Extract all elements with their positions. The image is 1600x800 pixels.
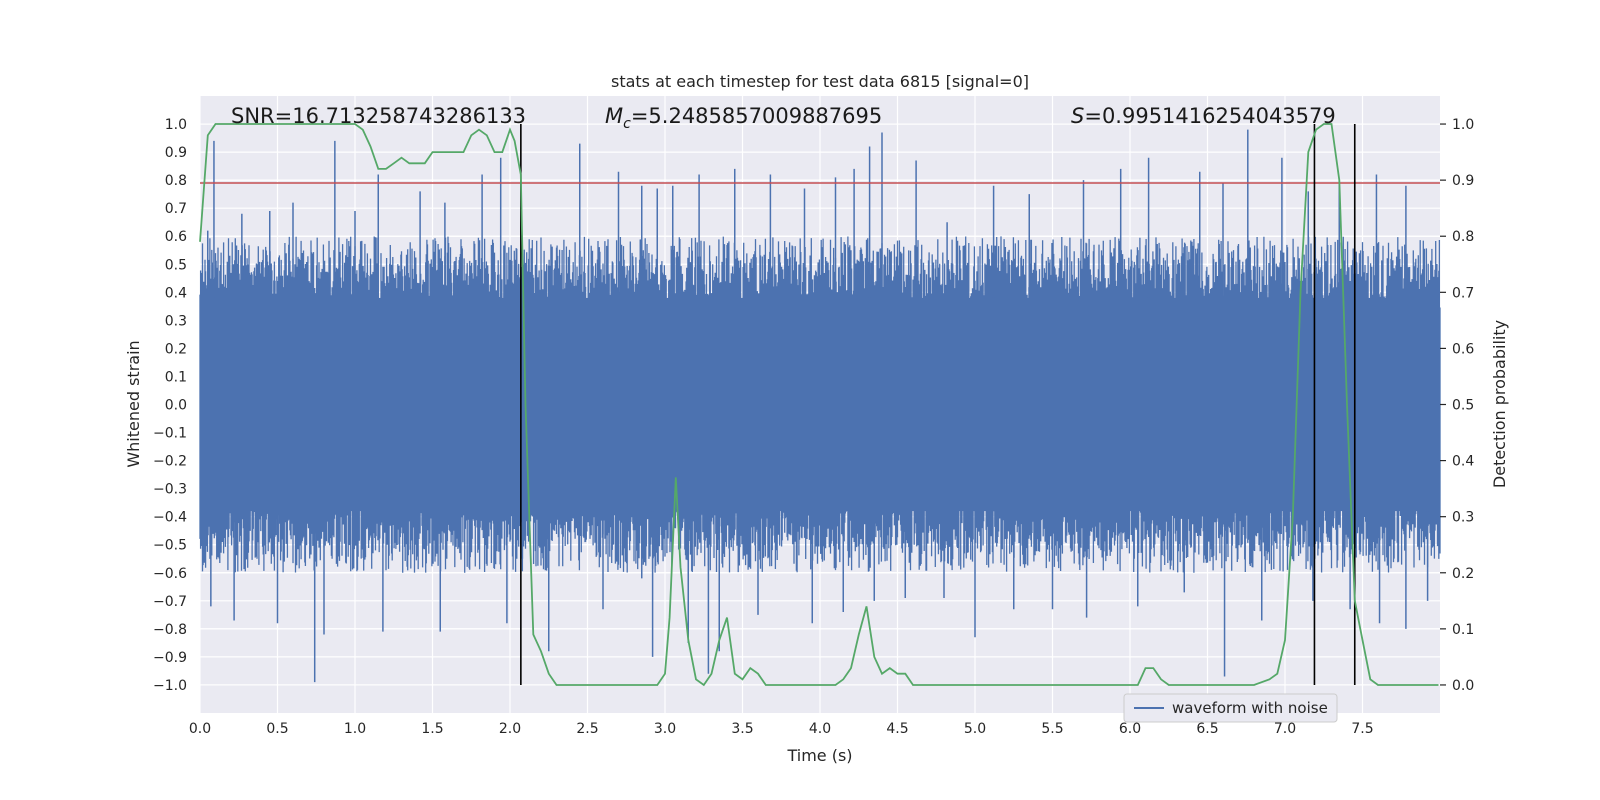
waveform-series (199, 129, 1441, 683)
snr-annotation: SNR=16.713258743286133 (231, 104, 526, 128)
y-right-tick-label: 0.0 (1452, 678, 1474, 694)
chirp-mass-symbol: M (605, 104, 623, 128)
chirp-mass-annotation: Mc=5.2485857009887695 (605, 104, 882, 132)
y-left-tick-label: 0.4 (165, 285, 187, 301)
y-right-tick-label: 0.5 (1452, 398, 1474, 414)
x-axis-label: Time (s) (786, 746, 852, 765)
y-left-tick-label: −0.9 (153, 650, 187, 666)
y-left-tick-label: −0.1 (153, 426, 187, 442)
y-left-tick-label: −0.4 (153, 510, 187, 526)
x-tick-label: 3.0 (654, 721, 676, 737)
y-left-axis-label: Whitened strain (124, 340, 143, 467)
x-tick-label: 0.5 (266, 721, 288, 737)
y-left-tick-label: −0.5 (153, 538, 187, 554)
x-tick-label: 6.0 (1119, 721, 1141, 737)
y-right-axis-label: Detection probability (1490, 320, 1509, 488)
y-right-tick-label: 0.8 (1452, 229, 1474, 245)
y-left-tick-label: 0.3 (165, 313, 187, 329)
x-tick-label: 6.5 (1196, 721, 1218, 737)
y-right-tick-label: 0.4 (1452, 454, 1474, 470)
x-tick-label: 4.0 (809, 721, 831, 737)
y-left-tick-label: 1.0 (165, 117, 187, 133)
y-left-tick-label: 0.9 (165, 145, 187, 161)
y-right-axis-ticks: 1.0 0.9 0.8 0.7 0.6 0.5 0.4 0.3 0.2 0.1 0.0 (1440, 117, 1474, 694)
legend: waveform with noise (1123, 693, 1338, 723)
statistic-value: =0.9951416254043579 (1084, 104, 1335, 128)
y-left-tick-label: −0.3 (153, 482, 187, 498)
y-left-axis-ticks: 1.0 0.9 0.8 0.7 0.6 0.5 0.4 0.3 0.2 0.1 0.0 −0.1 −0.… (153, 117, 187, 694)
y-right-tick-label: 0.3 (1452, 510, 1474, 526)
x-tick-label: 1.0 (344, 721, 366, 737)
x-tick-label: 2.5 (576, 721, 598, 737)
y-left-tick-label: 0.1 (165, 369, 187, 385)
x-tick-label: 2.0 (499, 721, 521, 737)
y-left-tick-label: 0.6 (165, 229, 187, 245)
y-left-tick-label: −0.2 (153, 454, 187, 470)
y-right-tick-label: 0.6 (1452, 341, 1474, 357)
y-left-tick-label: 0.8 (165, 173, 187, 189)
x-axis-ticks: 0.0 0.5 1.0 1.5 2.0 2.5 3.0 3.5 4.0 4.5 5.0 5.5 6.0 6… (189, 721, 1374, 737)
detection-probability-line (199, 123, 1439, 687)
y-right-tick-label: 0.2 (1452, 566, 1474, 582)
y-left-tick-label: −0.8 (153, 622, 187, 638)
detection-probability-series (199, 123, 1439, 687)
y-left-tick-label: 0.5 (165, 257, 187, 273)
x-tick-label: 3.5 (731, 721, 753, 737)
x-tick-label: 5.5 (1041, 721, 1063, 737)
x-tick-label: 5.0 (964, 721, 986, 737)
waveform-dense-core (200, 297, 1440, 512)
x-tick-label: 4.5 (886, 721, 908, 737)
legend-label: waveform with noise (1172, 699, 1328, 717)
chirp-mass-subscript: c (623, 116, 631, 132)
x-tick-label: 7.0 (1274, 721, 1296, 737)
y-right-tick-label: 0.9 (1452, 173, 1474, 189)
y-left-tick-label: 0.7 (165, 201, 187, 217)
statistic-annotation: S=0.9951416254043579 (1071, 104, 1336, 128)
chirp-mass-value: =5.2485857009887695 (631, 104, 882, 128)
y-left-tick-label: 0.0 (165, 398, 187, 414)
chart-title: stats at each timestep for test data 681… (611, 72, 1029, 91)
y-right-tick-label: 0.1 (1452, 622, 1474, 638)
y-left-tick-label: −0.6 (153, 566, 187, 582)
statistic-symbol: S (1071, 104, 1084, 128)
y-left-tick-label: −1.0 (153, 678, 187, 694)
x-tick-label: 0.0 (189, 721, 211, 737)
y-left-tick-label: −0.7 (153, 594, 187, 610)
x-tick-label: 1.5 (421, 721, 443, 737)
y-right-tick-label: 0.7 (1452, 285, 1474, 301)
y-right-tick-label: 1.0 (1452, 117, 1474, 133)
legend-box (1123, 693, 1338, 723)
y-left-tick-label: 0.2 (165, 341, 187, 357)
x-tick-label: 7.5 (1351, 721, 1373, 737)
